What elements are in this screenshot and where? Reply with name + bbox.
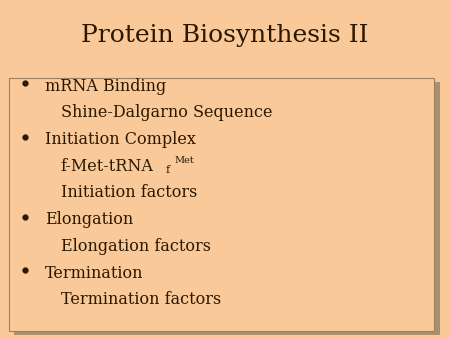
Text: Shine-Dalgarno Sequence: Shine-Dalgarno Sequence — [61, 104, 272, 121]
FancyBboxPatch shape — [14, 82, 440, 335]
Text: f-Met-tRNA: f-Met-tRNA — [61, 158, 153, 175]
Text: Elongation factors: Elongation factors — [61, 238, 211, 255]
Text: Initiation Complex: Initiation Complex — [45, 131, 196, 148]
Text: Termination: Termination — [45, 265, 144, 282]
Text: Initiation factors: Initiation factors — [61, 185, 197, 201]
Text: f: f — [166, 165, 170, 175]
FancyBboxPatch shape — [9, 78, 434, 331]
Text: Met: Met — [174, 156, 194, 165]
Text: mRNA Binding: mRNA Binding — [45, 78, 166, 95]
Text: Elongation: Elongation — [45, 211, 133, 228]
Text: Termination factors: Termination factors — [61, 291, 221, 308]
Text: Protein Biosynthesis II: Protein Biosynthesis II — [81, 24, 369, 47]
